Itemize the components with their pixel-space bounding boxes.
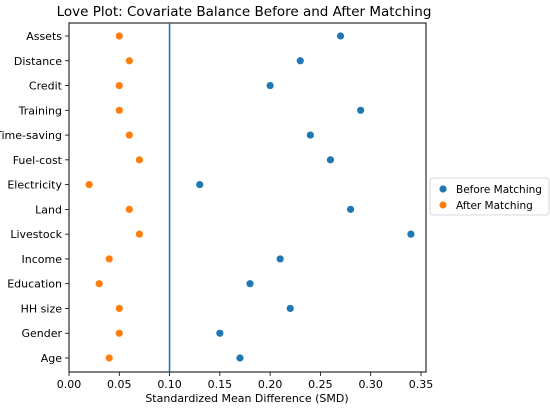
- point-before-matching: [216, 329, 224, 337]
- x-tick-label: 0.30: [358, 378, 383, 391]
- y-tick-label: Distance: [14, 55, 62, 68]
- legend-label-before-matching: Before Matching: [456, 184, 542, 196]
- y-tick-label: Gender: [21, 327, 62, 340]
- point-after-matching: [115, 106, 123, 114]
- legend: Before Matching After Matching: [429, 177, 550, 216]
- point-before-matching: [336, 32, 345, 40]
- y-tick-label: Fuel-cost: [13, 154, 63, 167]
- x-tick-label: 0.35: [409, 378, 434, 391]
- y-tick-label: Education: [7, 278, 62, 291]
- point-after-matching: [125, 205, 133, 213]
- legend-marker-after-matching: [439, 201, 447, 209]
- chart-title: Love Plot: Covariate Balance Before and …: [57, 4, 432, 20]
- point-after-matching: [115, 329, 123, 337]
- point-after-matching: [115, 32, 123, 40]
- point-after-matching: [135, 230, 143, 238]
- point-before-matching: [266, 81, 274, 90]
- x-axis-label: Standardized Mean Difference (SMD): [145, 392, 348, 405]
- y-tick-label: Time-saving: [0, 129, 62, 142]
- point-before-matching: [326, 156, 335, 164]
- point-after-matching: [105, 354, 113, 362]
- point-before-matching: [236, 354, 244, 362]
- legend-box: [429, 177, 550, 216]
- y-tick-label: Land: [35, 203, 62, 216]
- point-before-matching: [296, 57, 304, 65]
- y-tick-label: Income: [22, 253, 63, 266]
- y-tick-label: Credit: [29, 80, 63, 93]
- y-tick-label: Livestock: [10, 228, 62, 241]
- point-before-matching: [346, 205, 355, 213]
- y-tick-label: Age: [41, 352, 63, 365]
- point-after-matching: [125, 131, 133, 139]
- point-after-matching: [85, 181, 93, 189]
- x-tick-label: 0.10: [157, 378, 182, 391]
- legend-marker-before-matching: [439, 185, 447, 193]
- point-before-matching: [196, 181, 204, 189]
- y-tick-label: Training: [18, 104, 62, 117]
- x-axis: 0.00 0.05 0.10 0.15 0.20 0.25 0.30 0.35: [57, 372, 433, 391]
- point-before-matching: [286, 304, 294, 313]
- y-tick-label: Assets: [26, 30, 62, 43]
- point-before-matching: [246, 280, 254, 288]
- point-after-matching: [115, 81, 123, 90]
- x-tick-label: 0.00: [57, 378, 82, 391]
- x-tick-label: 0.20: [258, 378, 283, 391]
- point-after-matching: [105, 255, 113, 263]
- y-tick-label: HH size: [21, 302, 63, 315]
- point-after-matching: [135, 156, 143, 164]
- point-after-matching: [95, 280, 103, 288]
- point-before-matching: [276, 255, 284, 263]
- legend-label-after-matching: After Matching: [456, 200, 533, 212]
- point-before-matching: [357, 106, 365, 114]
- point-before-matching: [407, 230, 415, 238]
- x-tick-label: 0.15: [208, 378, 233, 391]
- x-tick-label: 0.25: [308, 378, 333, 391]
- point-after-matching: [125, 57, 133, 65]
- plot-area: [68, 22, 427, 373]
- point-after-matching: [115, 304, 123, 313]
- y-tick-label: Electricity: [7, 179, 62, 192]
- data-points: [85, 32, 415, 362]
- x-tick-label: 0.05: [107, 378, 132, 391]
- point-before-matching: [306, 131, 314, 139]
- y-axis: Assets Distance Credit Training Time-saving F…: [0, 30, 69, 365]
